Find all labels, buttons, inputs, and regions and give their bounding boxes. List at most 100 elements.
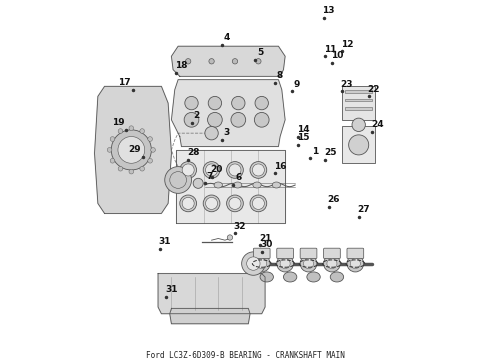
Circle shape [182, 197, 194, 210]
Polygon shape [170, 309, 250, 324]
Circle shape [242, 252, 265, 275]
Circle shape [255, 96, 269, 110]
Polygon shape [172, 46, 285, 76]
Circle shape [129, 169, 134, 174]
Text: 24: 24 [371, 120, 383, 129]
Circle shape [347, 255, 364, 272]
Text: 20: 20 [210, 165, 223, 174]
Circle shape [256, 59, 261, 64]
Circle shape [118, 129, 123, 134]
Ellipse shape [272, 182, 281, 188]
Circle shape [226, 162, 244, 178]
Circle shape [208, 96, 221, 110]
Text: Ford LC3Z-6D309-B BEARING - CRANKSHAFT MAIN: Ford LC3Z-6D309-B BEARING - CRANKSHAFT M… [146, 351, 344, 360]
Circle shape [107, 148, 112, 152]
Circle shape [300, 255, 317, 272]
Circle shape [349, 135, 368, 155]
Text: 32: 32 [234, 222, 246, 231]
Circle shape [140, 129, 145, 134]
Circle shape [352, 118, 366, 131]
Circle shape [229, 164, 241, 176]
Circle shape [182, 164, 194, 176]
Text: 1: 1 [312, 147, 318, 156]
Text: 11: 11 [324, 45, 337, 54]
Bar [342, 86, 375, 120]
Ellipse shape [307, 272, 320, 282]
Circle shape [232, 59, 238, 64]
Bar [342, 126, 375, 163]
Text: 9: 9 [294, 80, 300, 89]
Text: 31: 31 [165, 285, 178, 294]
Text: 2: 2 [194, 112, 199, 121]
Circle shape [227, 235, 233, 240]
Text: 31: 31 [158, 237, 171, 246]
Circle shape [140, 166, 145, 171]
Circle shape [186, 59, 191, 64]
Circle shape [148, 158, 152, 163]
Circle shape [280, 258, 290, 269]
Text: 23: 23 [341, 80, 353, 89]
Text: 19: 19 [112, 118, 124, 127]
Text: 27: 27 [357, 205, 370, 214]
Circle shape [184, 112, 199, 127]
Circle shape [254, 112, 269, 127]
Circle shape [232, 96, 245, 110]
Circle shape [193, 178, 203, 188]
Circle shape [180, 162, 196, 178]
Ellipse shape [253, 182, 261, 188]
Bar [345, 99, 372, 102]
Circle shape [165, 167, 192, 193]
Polygon shape [158, 274, 265, 314]
Circle shape [111, 130, 151, 170]
Text: 25: 25 [324, 148, 337, 157]
Circle shape [205, 197, 218, 210]
Circle shape [250, 162, 267, 178]
Text: 5: 5 [257, 48, 263, 57]
Circle shape [246, 257, 260, 270]
Text: 26: 26 [327, 195, 340, 204]
Circle shape [257, 258, 267, 269]
FancyBboxPatch shape [323, 248, 340, 258]
Circle shape [231, 112, 245, 127]
FancyBboxPatch shape [277, 248, 294, 258]
Circle shape [205, 126, 218, 140]
Text: 10: 10 [331, 51, 343, 60]
Text: 14: 14 [297, 125, 310, 134]
Circle shape [229, 197, 241, 210]
Circle shape [327, 258, 337, 269]
Ellipse shape [214, 182, 222, 188]
Text: 4: 4 [223, 33, 230, 42]
Text: 18: 18 [175, 61, 188, 70]
Text: 16: 16 [274, 162, 286, 171]
Circle shape [303, 258, 314, 269]
Circle shape [180, 195, 196, 212]
Text: 15: 15 [297, 133, 310, 142]
Text: 21: 21 [259, 234, 271, 243]
Circle shape [151, 148, 155, 152]
Text: 28: 28 [187, 148, 199, 157]
Text: 8: 8 [277, 71, 283, 80]
Circle shape [110, 158, 115, 163]
Circle shape [277, 255, 294, 272]
FancyBboxPatch shape [347, 248, 364, 258]
Text: 17: 17 [118, 78, 131, 87]
Polygon shape [95, 86, 172, 213]
Circle shape [226, 195, 244, 212]
Circle shape [252, 164, 265, 176]
Circle shape [203, 162, 220, 178]
Ellipse shape [330, 272, 343, 282]
Ellipse shape [260, 272, 273, 282]
Text: 13: 13 [322, 6, 335, 15]
FancyBboxPatch shape [253, 248, 270, 258]
Bar [345, 107, 372, 110]
Text: 30: 30 [261, 240, 273, 249]
Circle shape [253, 255, 270, 272]
Polygon shape [176, 150, 285, 224]
Text: 22: 22 [368, 85, 380, 94]
Circle shape [350, 258, 360, 269]
Bar [345, 90, 372, 93]
Text: 3: 3 [223, 128, 230, 137]
Circle shape [129, 126, 134, 131]
Ellipse shape [233, 182, 242, 188]
Text: 6: 6 [235, 173, 242, 182]
